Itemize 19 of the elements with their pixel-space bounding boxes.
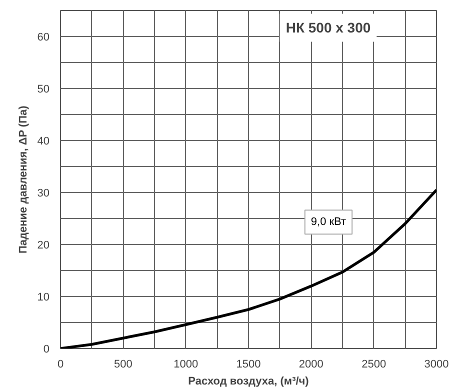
y-axis-title: Падение давления, ΔP (Па) xyxy=(17,105,30,254)
x-tick-label: 0 xyxy=(57,358,64,370)
y-tick-label: 30 xyxy=(37,188,50,200)
y-tick-label: 60 xyxy=(37,32,50,44)
x-tick-label: 1000 xyxy=(174,358,198,370)
text: 9,0 кВт xyxy=(310,216,346,228)
line-series xyxy=(60,188,436,348)
x-tick-label: 2000 xyxy=(298,358,324,370)
text: НК 500 x 300 xyxy=(286,20,371,36)
x-tick-label: 2500 xyxy=(362,358,386,370)
x-tick-label: 3000 xyxy=(424,358,449,370)
y-tick-label: 50 xyxy=(37,84,50,96)
x-tick-label: 1500 xyxy=(236,358,261,370)
y-tick-label: 10 xyxy=(37,292,50,304)
y-tick-label: 40 xyxy=(37,136,50,148)
y-tick-label: 20 xyxy=(37,240,50,252)
y-tick-label: 0 xyxy=(43,344,50,356)
x-axis-title: Расход воздуха, (м³/ч) xyxy=(188,376,310,388)
x-tick-label: 500 xyxy=(114,358,132,370)
